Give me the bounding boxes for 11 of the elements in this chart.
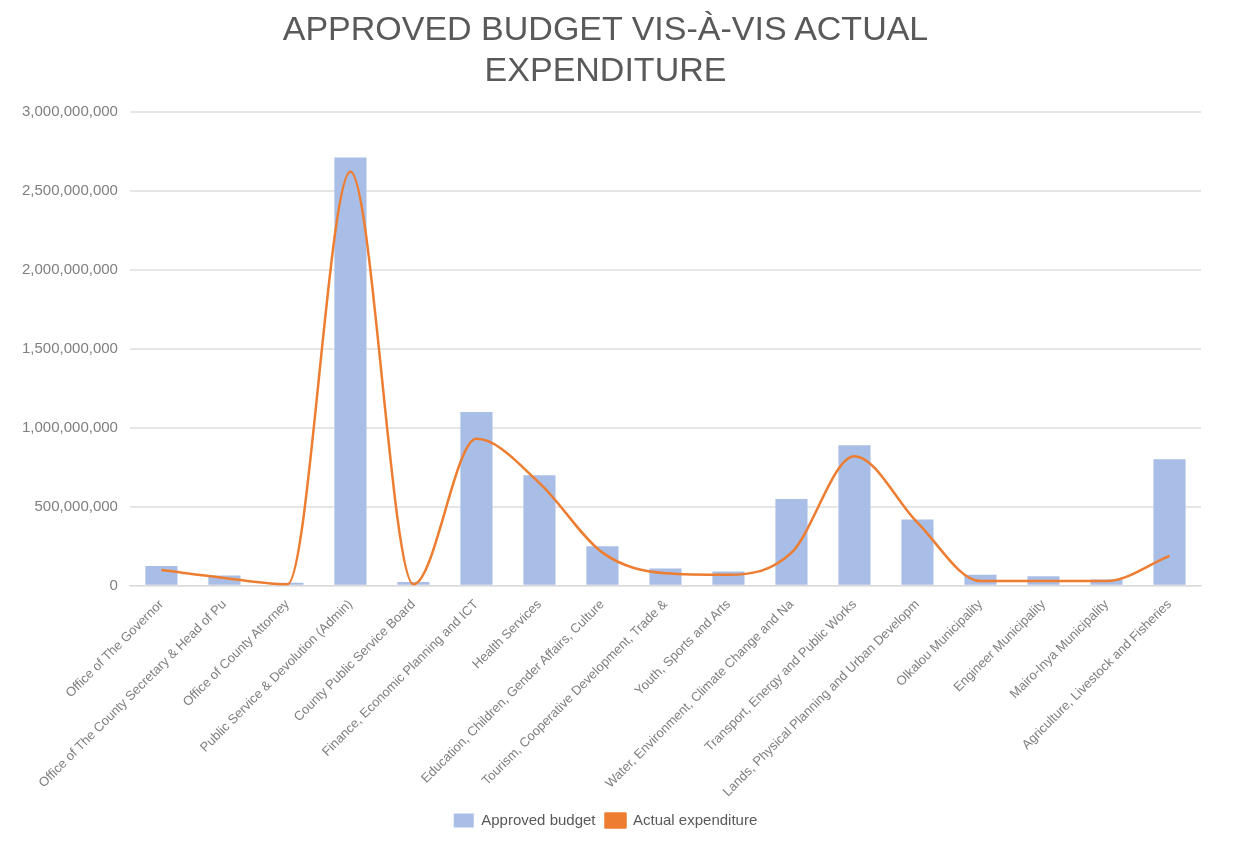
legend-label: Actual expenditure bbox=[633, 810, 758, 828]
y-tick-label: 2,500,000,000 bbox=[21, 180, 118, 198]
y-tick-label: 3,000,000,000 bbox=[21, 101, 118, 119]
y-tick-label: 1,500,000,000 bbox=[21, 338, 118, 356]
legend-label: Approved budget bbox=[481, 810, 597, 828]
text: APPROVED BUDGET VIS-À-VIS ACTUAL bbox=[282, 8, 929, 47]
y-tick-label: 2,000,000,000 bbox=[21, 259, 118, 277]
text: EXPENDITURE bbox=[484, 49, 727, 88]
y-tick-label: 1,000,000,000 bbox=[21, 417, 118, 435]
y-tick-label: 500,000,000 bbox=[34, 496, 118, 514]
y-tick-label: 0 bbox=[109, 575, 118, 593]
